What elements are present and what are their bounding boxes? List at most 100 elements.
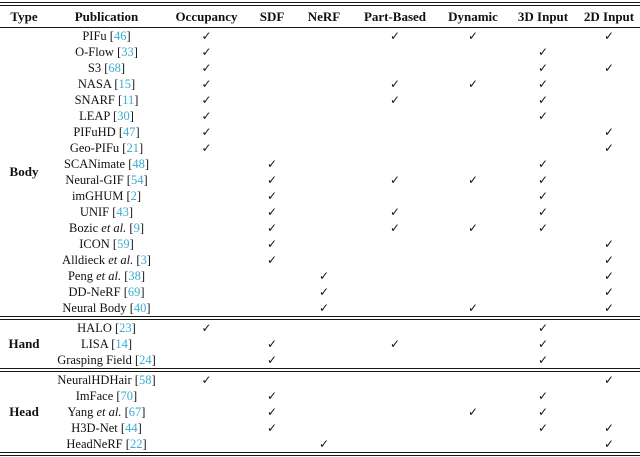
checkmark-icon: ✓	[266, 157, 278, 171]
table-row: ICON [59] ✓ ✓	[48, 236, 640, 252]
column-header-3d-input: 3D Input	[517, 8, 569, 24]
citation-bracket: ]	[133, 44, 138, 59]
citation-bracket: [	[108, 336, 116, 351]
table-row: Neural Body [40] ✓ ✓ ✓	[48, 300, 640, 316]
citation-link[interactable]: 68	[108, 60, 121, 75]
citation-bracket: [	[131, 372, 139, 387]
citation-bracket: ]	[120, 60, 126, 75]
publication-name: S3	[87, 60, 102, 75]
publication-name: Neural-GIF	[65, 172, 124, 187]
citation-bracket: [	[113, 44, 122, 59]
table-row: H3D-Net [44] ✓ ✓ ✓	[48, 420, 640, 436]
citation-link[interactable]: 58	[138, 372, 152, 387]
checkmark-icon: ✓	[537, 45, 549, 59]
row-group-head: Head NeuralHDHair [58] ✓ ✓ ImFace [70] ✓ ✓ Yang…	[0, 372, 640, 452]
citation-link[interactable]: 40	[133, 300, 147, 315]
citation-bracket: ]	[137, 420, 142, 435]
checkmark-icon: ✓	[537, 353, 549, 367]
citation-link[interactable]: 23	[119, 320, 132, 335]
citation-link[interactable]: 48	[132, 156, 145, 171]
citation-link[interactable]: 11	[122, 92, 135, 107]
publication-cell: Yang et al. [67]	[48, 405, 165, 420]
citation-bracket: ]	[135, 124, 140, 139]
checkmark-icon: ✓	[389, 337, 401, 351]
publication-cell: PIFu [46]	[48, 29, 165, 44]
table-row: Neural-GIF [54] ✓ ✓ ✓ ✓	[48, 172, 640, 188]
citation-link[interactable]: 22	[129, 436, 143, 451]
citation-link[interactable]: 24	[139, 352, 152, 367]
column-header-nerf: NeRF	[307, 8, 341, 24]
checkmark-icon: ✓	[537, 337, 549, 351]
citation-link[interactable]: 9	[133, 220, 140, 235]
row-group-rows: NeuralHDHair [58] ✓ ✓ ImFace [70] ✓ ✓ Yang et …	[48, 372, 640, 452]
table-row: SCANimate [48] ✓ ✓	[48, 156, 640, 172]
checkmark-icon: ✓	[201, 45, 212, 59]
citation-link[interactable]: 47	[123, 124, 136, 139]
checkmark-icon: ✓	[537, 421, 549, 435]
citation-bracket: [	[126, 220, 134, 235]
citation-link[interactable]: 38	[128, 268, 141, 283]
publication-name: Neural Body	[62, 300, 127, 315]
citation-bracket: [	[101, 60, 109, 75]
checkmark-icon: ✓	[266, 421, 278, 435]
citation-link[interactable]: 46	[113, 28, 127, 43]
citation-link[interactable]: 21	[126, 140, 139, 155]
publication-cell: Peng et al. [38]	[48, 269, 165, 284]
checkmark-icon: ✓	[467, 77, 479, 91]
checkmark-icon: ✓	[537, 157, 549, 171]
citation-bracket: ]	[129, 236, 134, 251]
group-separator-rule	[0, 316, 640, 320]
citation-link[interactable]: 2	[130, 188, 137, 203]
citation-bracket: ]	[126, 28, 131, 43]
column-header-dynamic: Dynamic	[448, 8, 498, 24]
table-row: PIFuHD [47] ✓ ✓	[48, 124, 640, 140]
citation-link[interactable]: 43	[116, 204, 129, 219]
citation-link[interactable]: 30	[117, 108, 130, 123]
publication-name: Peng	[67, 268, 93, 283]
checkmark-icon: ✓	[201, 141, 212, 155]
checkmark-icon: ✓	[603, 237, 615, 251]
citation-link[interactable]: 44	[125, 420, 138, 435]
citation-link[interactable]: 59	[117, 236, 130, 251]
publication-name: imGHUM	[71, 188, 124, 203]
checkmark-icon: ✓	[603, 269, 615, 283]
citation-link[interactable]: 15	[118, 76, 131, 91]
citation-link[interactable]: 67	[128, 404, 142, 419]
publication-cell: NeuralHDHair [58]	[48, 373, 165, 388]
checkmark-icon: ✓	[603, 285, 615, 299]
checkmark-icon: ✓	[318, 437, 330, 451]
table-row: HeadNeRF [22] ✓ ✓	[48, 436, 640, 452]
checkmark-icon: ✓	[266, 205, 278, 219]
table-row: Grasping Field [24] ✓ ✓	[48, 352, 640, 368]
citation-link[interactable]: 3	[140, 252, 147, 267]
publication-name: Yang	[67, 404, 94, 419]
citation-link[interactable]: 54	[130, 172, 144, 187]
citation-bracket: ]	[136, 188, 142, 203]
citation-bracket: [	[121, 404, 129, 419]
column-header-sdf: SDF	[259, 8, 285, 24]
citation-link[interactable]: 70	[120, 388, 134, 403]
checkmark-icon: ✓	[266, 253, 278, 267]
checkmark-icon: ✓	[537, 405, 549, 419]
citation-bracket: [	[114, 92, 123, 107]
publication-name: H3D-Net	[71, 420, 118, 435]
checkmark-icon: ✓	[266, 405, 278, 419]
citation-link[interactable]: 33	[121, 44, 134, 59]
row-group-rows: PIFu [46] ✓ ✓ ✓ ✓ O-Flow [33] ✓ ✓ S3 [68] ✓ ✓ ✓ NASA…	[48, 28, 640, 316]
citation-bracket: ]	[141, 404, 146, 419]
citation-bracket: [	[111, 320, 120, 335]
publication-name: HeadNeRF	[66, 436, 123, 451]
citation-link[interactable]: 69	[127, 284, 141, 299]
citation-bracket: [	[109, 108, 118, 123]
publication-cell: HALO [23]	[48, 321, 165, 336]
table-row: DD-NeRF [69] ✓ ✓	[48, 284, 640, 300]
publication-cell: Grasping Field [24]	[48, 353, 165, 368]
checkmark-icon: ✓	[537, 321, 549, 335]
checkmark-icon: ✓	[266, 389, 278, 403]
header-rule	[0, 27, 640, 28]
table-row: NASA [15] ✓ ✓ ✓ ✓	[48, 76, 640, 92]
checkmark-icon: ✓	[537, 173, 549, 187]
citation-bracket: ]	[131, 320, 136, 335]
citation-bracket: ]	[151, 372, 156, 387]
citation-link[interactable]: 14	[115, 336, 128, 351]
